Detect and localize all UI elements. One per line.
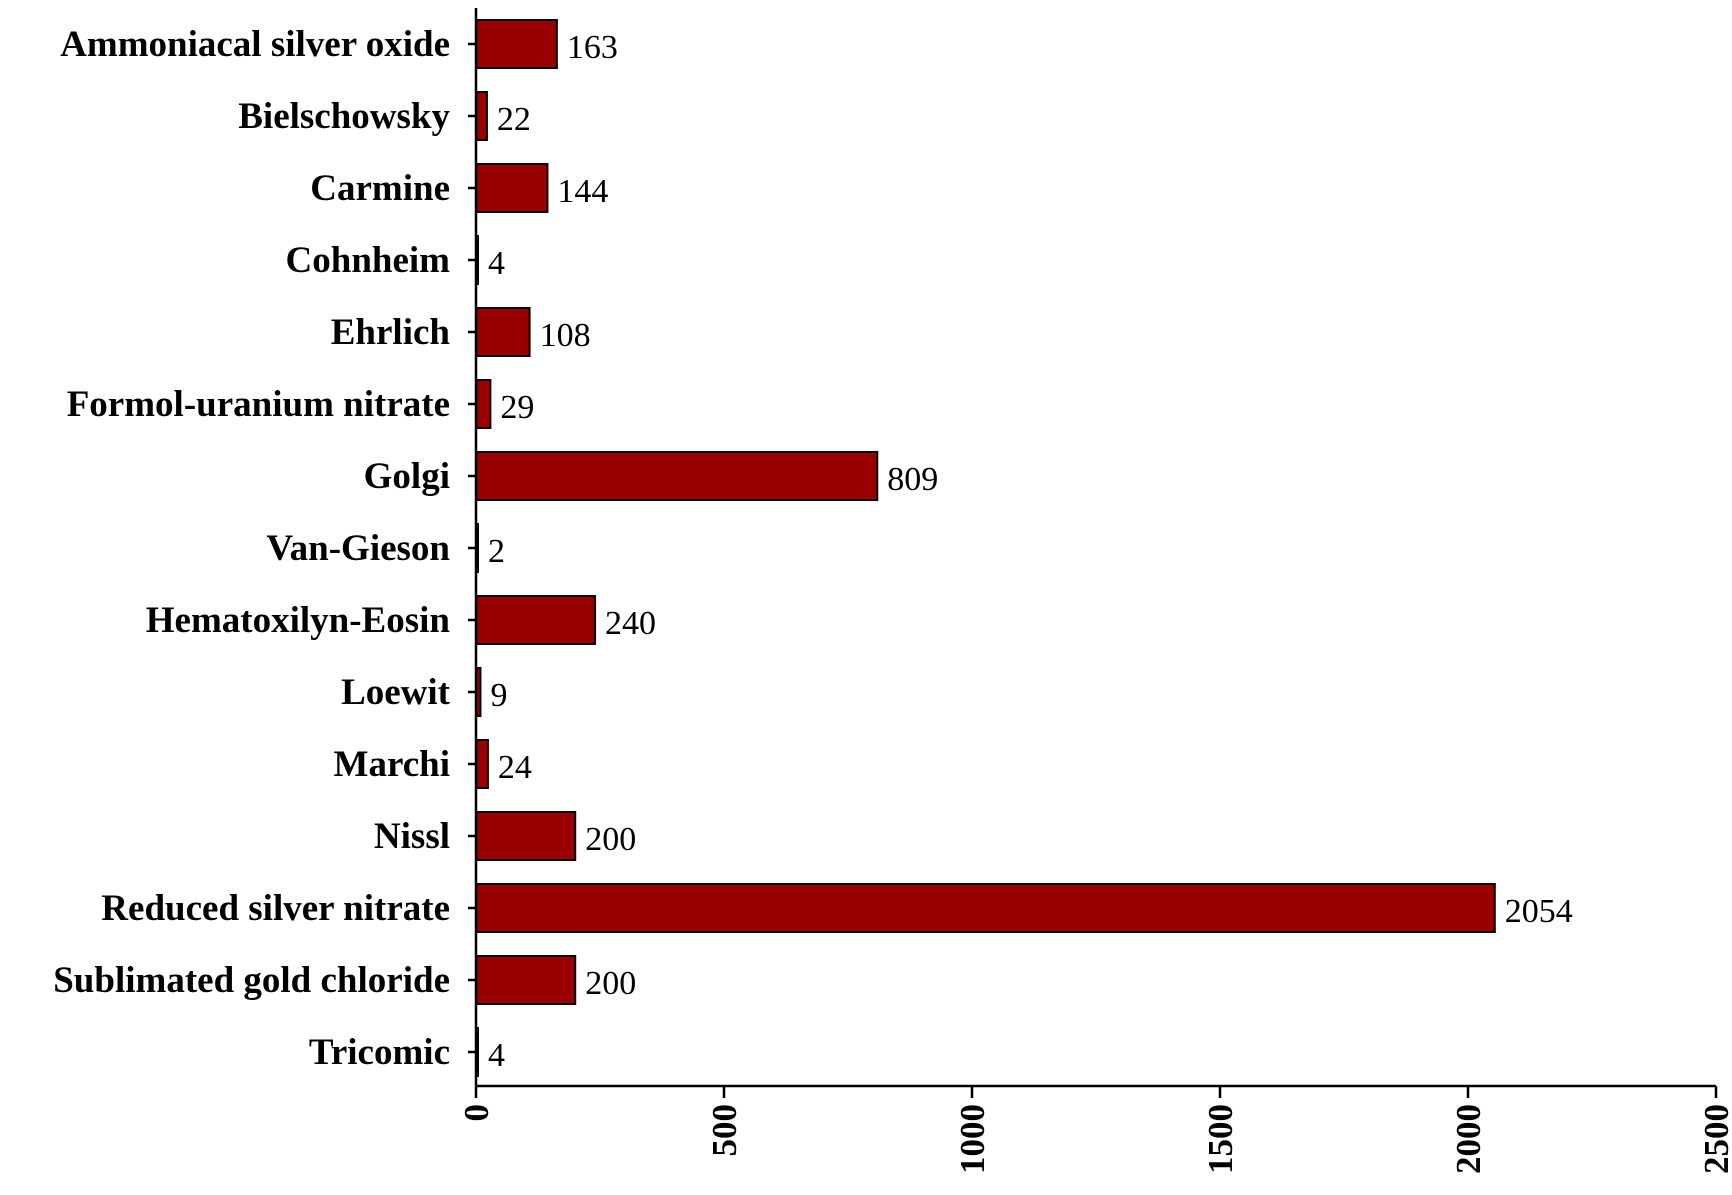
bar-8 xyxy=(475,595,597,645)
value-label-2: 144 xyxy=(557,173,608,210)
category-label-9: Loewit xyxy=(341,672,451,713)
bars xyxy=(475,19,1496,1077)
bar-6 xyxy=(475,451,879,501)
x-tick-label-5: 2500 xyxy=(1697,1104,1732,1174)
x-tick-label-2: 1000 xyxy=(953,1104,992,1174)
x-tick-label-4: 2000 xyxy=(1449,1104,1488,1174)
value-label-5: 29 xyxy=(500,389,534,426)
bar-10 xyxy=(475,739,489,789)
value-label-9: 9 xyxy=(490,677,507,714)
value-label-3: 4 xyxy=(488,245,505,282)
category-label-5: Formol-uranium nitrate xyxy=(67,384,450,425)
category-label-12: Reduced silver nitrate xyxy=(101,888,450,929)
value-label-6: 809 xyxy=(887,461,938,498)
x-tick-label-0: 0 xyxy=(457,1104,496,1122)
bar-11 xyxy=(475,811,577,861)
category-label-0: Ammoniacal silver oxide xyxy=(60,24,450,65)
category-label-14: Tricomic xyxy=(309,1032,450,1073)
category-label-1: Bielschowsky xyxy=(238,96,450,137)
value-label-12: 2054 xyxy=(1505,893,1573,930)
value-label-13: 200 xyxy=(585,965,636,1002)
value-label-1: 22 xyxy=(497,101,531,138)
category-label-2: Carmine xyxy=(310,168,450,209)
category-label-13: Sublimated gold chloride xyxy=(53,960,450,1001)
value-label-10: 24 xyxy=(498,749,532,786)
bar-1 xyxy=(475,91,488,141)
category-label-7: Van-Gieson xyxy=(266,528,450,569)
value-label-7: 2 xyxy=(488,533,505,570)
value-label-8: 240 xyxy=(605,605,656,642)
x-axis-ticks: 0 500 1000 1500 2000 2500 xyxy=(457,1086,1732,1174)
bar-2 xyxy=(475,163,549,213)
bar-13 xyxy=(475,955,577,1005)
category-label-10: Marchi xyxy=(334,744,450,785)
category-labels: Ammoniacal silver oxide Bielschowsky Carmi… xyxy=(53,24,450,1073)
bar-0 xyxy=(475,19,558,69)
category-label-11: Nissl xyxy=(374,816,450,857)
category-label-8: Hematoxilyn-Eosin xyxy=(146,600,451,641)
x-tick-label-3: 1500 xyxy=(1201,1104,1240,1174)
x-tick-label-1: 500 xyxy=(705,1104,744,1157)
axes xyxy=(468,8,1716,1088)
bar-5 xyxy=(475,379,492,429)
bar-12 xyxy=(475,883,1496,933)
category-label-4: Ehrlich xyxy=(331,312,451,353)
value-label-4: 108 xyxy=(540,317,591,354)
value-label-11: 200 xyxy=(585,821,636,858)
category-label-3: Cohnheim xyxy=(286,240,451,281)
bar-4 xyxy=(475,307,531,357)
value-label-0: 163 xyxy=(567,29,618,66)
category-label-6: Golgi xyxy=(364,456,450,497)
value-label-14: 4 xyxy=(488,1037,505,1074)
